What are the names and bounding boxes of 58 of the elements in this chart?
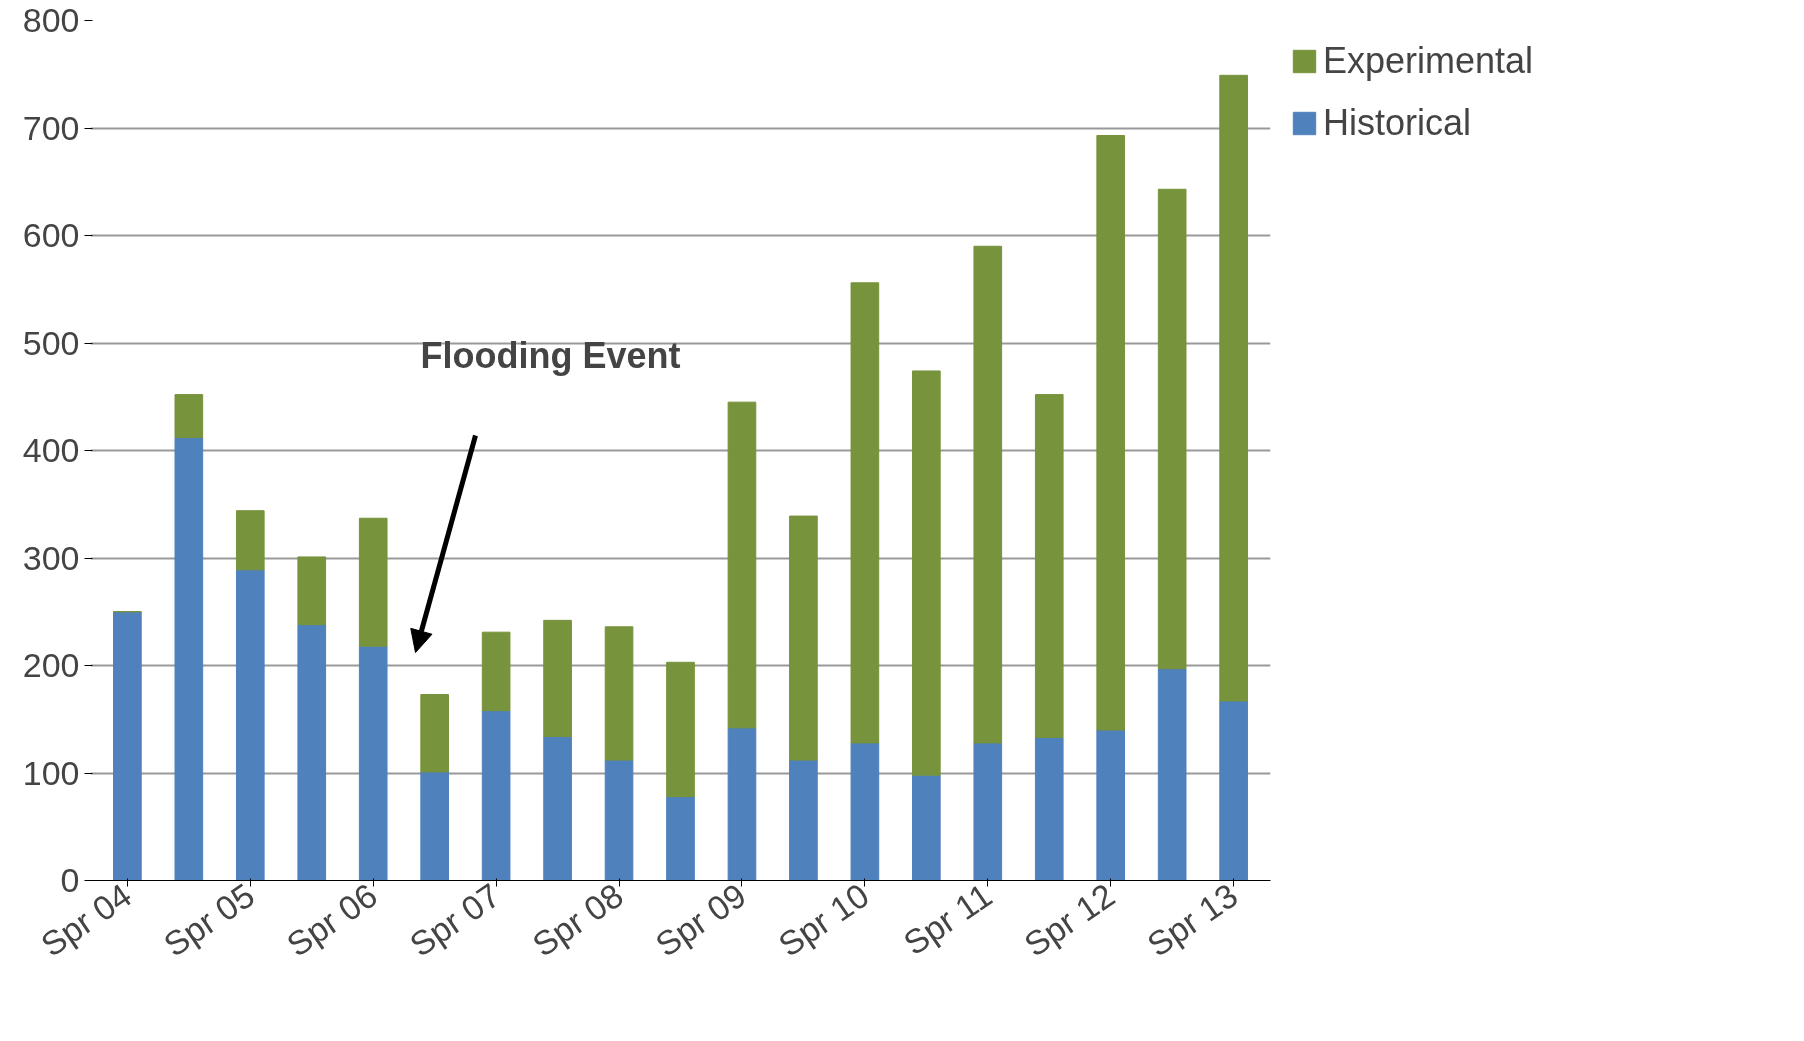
x-tick-label: Spr 05: [156, 875, 261, 964]
x-tick-label: Spr 07: [402, 875, 507, 964]
y-tick-label: 300: [22, 538, 80, 577]
bar: [789, 515, 818, 761]
bar: [1096, 729, 1126, 881]
bar: [358, 645, 388, 881]
legend-label: Historical: [1323, 102, 1472, 144]
bar: [973, 742, 1003, 881]
bar: [235, 569, 265, 881]
bar: [543, 619, 572, 737]
bar: [727, 401, 757, 729]
bar: [174, 394, 204, 439]
bar: [235, 510, 265, 571]
bar: [604, 759, 634, 881]
bar: [1219, 74, 1248, 702]
bar: [973, 245, 1003, 744]
bar: [1219, 700, 1248, 881]
annotation: Flooding Event: [420, 334, 681, 376]
x-tick-label: Spr 09: [648, 875, 753, 964]
y-tick-label: 200: [22, 646, 80, 684]
bar: [297, 624, 327, 881]
y-tick-label: 700: [22, 108, 80, 147]
x-tick-label: Spr 11: [896, 875, 999, 963]
y-tick-label: 100: [22, 753, 80, 792]
y-tick-label: 400: [22, 431, 80, 469]
bar: [420, 771, 449, 881]
bar: [113, 611, 142, 881]
y-tick-label: 600: [22, 216, 80, 254]
x-tick-label: Spr 08: [525, 875, 630, 964]
bar: [604, 626, 634, 761]
bar: [543, 735, 572, 881]
bar: [420, 694, 449, 773]
bar: [850, 742, 880, 881]
bar: [850, 282, 880, 744]
bar: [789, 759, 818, 881]
bar: [174, 437, 204, 881]
bar: [666, 796, 695, 881]
bar: [912, 370, 941, 776]
legend-label: Experimental: [1323, 40, 1534, 82]
y-tick-label: 500: [22, 323, 80, 362]
x-tick-label: Spr 13: [1140, 875, 1245, 964]
bar: [481, 631, 511, 712]
bar: [912, 774, 941, 881]
bar: [1096, 135, 1126, 731]
y-tick-label: 800: [22, 1, 80, 39]
x-tick-label: Spr 10: [771, 875, 876, 964]
x-tick-label: Spr 12: [1017, 875, 1122, 964]
bar: [358, 517, 388, 647]
bar: [666, 661, 695, 798]
y-tick-label: 0: [60, 861, 80, 899]
bar: [1157, 668, 1187, 881]
bar: [1157, 188, 1187, 670]
x-tick-label: Spr 06: [279, 875, 384, 964]
bar: [727, 727, 757, 881]
bar: [297, 556, 327, 626]
bar: [481, 710, 511, 881]
bar: [1034, 394, 1064, 739]
bar: [1034, 737, 1064, 881]
